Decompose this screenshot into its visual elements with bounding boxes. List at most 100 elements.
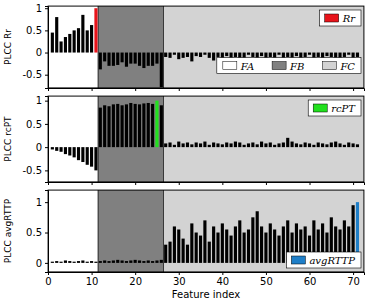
y-tick: 0	[36, 142, 48, 153]
bar	[317, 53, 320, 57]
bar	[251, 53, 254, 57]
bar	[312, 53, 315, 58]
x-tick	[135, 88, 136, 91]
x-tick	[92, 182, 93, 185]
bar	[134, 53, 137, 64]
tick-mark	[45, 263, 48, 264]
bar	[77, 28, 80, 52]
tick-label: 0.5	[26, 25, 42, 36]
bar	[234, 226, 237, 262]
bar	[73, 262, 76, 263]
tick-label: -0.5	[22, 69, 42, 80]
tick-mark	[135, 182, 136, 185]
bar	[147, 53, 150, 66]
tick-mark	[222, 272, 223, 275]
x-tick	[353, 88, 354, 91]
tick-label: 0	[36, 258, 42, 269]
bar	[216, 53, 219, 57]
legend: Rr	[320, 10, 361, 26]
x-tick	[353, 182, 354, 185]
bar	[299, 144, 302, 147]
bar	[264, 143, 267, 147]
tick-mark	[45, 233, 48, 234]
bar	[186, 53, 189, 57]
bar	[321, 143, 324, 147]
bar	[103, 53, 106, 62]
bar	[199, 143, 202, 147]
figure: -0.500.51RrFAFBFCPLCC Rr-0.500.51rcPTPLC…	[0, 0, 368, 302]
tick-mark	[45, 53, 48, 54]
bar	[107, 53, 110, 66]
bar	[164, 53, 167, 57]
bar	[51, 262, 54, 263]
tick-mark	[92, 272, 93, 275]
bar	[94, 262, 97, 263]
legend-label: FC	[339, 61, 355, 72]
bar	[330, 53, 333, 57]
bar	[199, 236, 202, 263]
axis-line	[49, 89, 365, 92]
legend-swatch	[313, 104, 327, 112]
bar	[208, 242, 211, 263]
legend-label: FB	[289, 61, 304, 72]
tick-mark	[266, 182, 267, 185]
bar	[177, 53, 180, 60]
tick-mark	[45, 170, 48, 171]
bar	[325, 144, 328, 147]
bar	[229, 143, 232, 147]
bar	[286, 138, 289, 147]
plot-area	[48, 6, 364, 88]
bar	[121, 260, 124, 262]
tick-mark	[48, 88, 49, 91]
bar	[304, 142, 307, 147]
x-tick: 20	[129, 272, 142, 287]
x-tick	[135, 182, 136, 185]
bar	[195, 233, 198, 263]
tick-label: 50	[260, 276, 273, 287]
tick-mark	[92, 88, 93, 91]
tick-mark	[222, 88, 223, 91]
bar	[182, 53, 185, 58]
bar	[112, 104, 115, 147]
bar	[225, 229, 228, 262]
panel: -0.500.51RrFAFBFC	[22, 3, 364, 91]
bar	[51, 33, 54, 53]
bar	[260, 142, 263, 148]
tick-mark	[353, 88, 354, 91]
bar	[343, 53, 346, 57]
legend: avgRTTP	[286, 252, 361, 268]
bar	[138, 53, 141, 66]
bar	[256, 144, 259, 147]
region	[164, 96, 364, 182]
x-tick: 60	[304, 272, 317, 287]
bar	[190, 144, 193, 147]
bar	[151, 53, 154, 66]
tick-mark	[179, 182, 180, 185]
bar	[251, 142, 254, 147]
bar	[81, 260, 84, 262]
bar	[247, 53, 250, 55]
bar	[134, 260, 137, 263]
tick-mark	[353, 182, 354, 185]
tick-mark	[310, 182, 311, 185]
bar	[173, 53, 176, 55]
tick-label: 60	[304, 276, 317, 287]
axis-line	[45, 97, 49, 183]
bar	[203, 142, 206, 148]
tick-mark	[48, 272, 49, 275]
bar	[73, 30, 76, 52]
legend-swatch	[272, 62, 286, 70]
bar	[55, 17, 58, 52]
bar	[308, 143, 311, 147]
bar	[229, 53, 232, 58]
bar	[107, 106, 110, 147]
bar	[247, 143, 250, 147]
bar	[64, 37, 67, 53]
bar	[125, 53, 128, 67]
y-axis-title: PLCC avgRTTP	[3, 198, 13, 263]
bar	[212, 226, 215, 262]
x-tick: 30	[173, 272, 186, 287]
region	[48, 190, 98, 272]
bar	[208, 53, 211, 58]
bar	[330, 142, 333, 147]
